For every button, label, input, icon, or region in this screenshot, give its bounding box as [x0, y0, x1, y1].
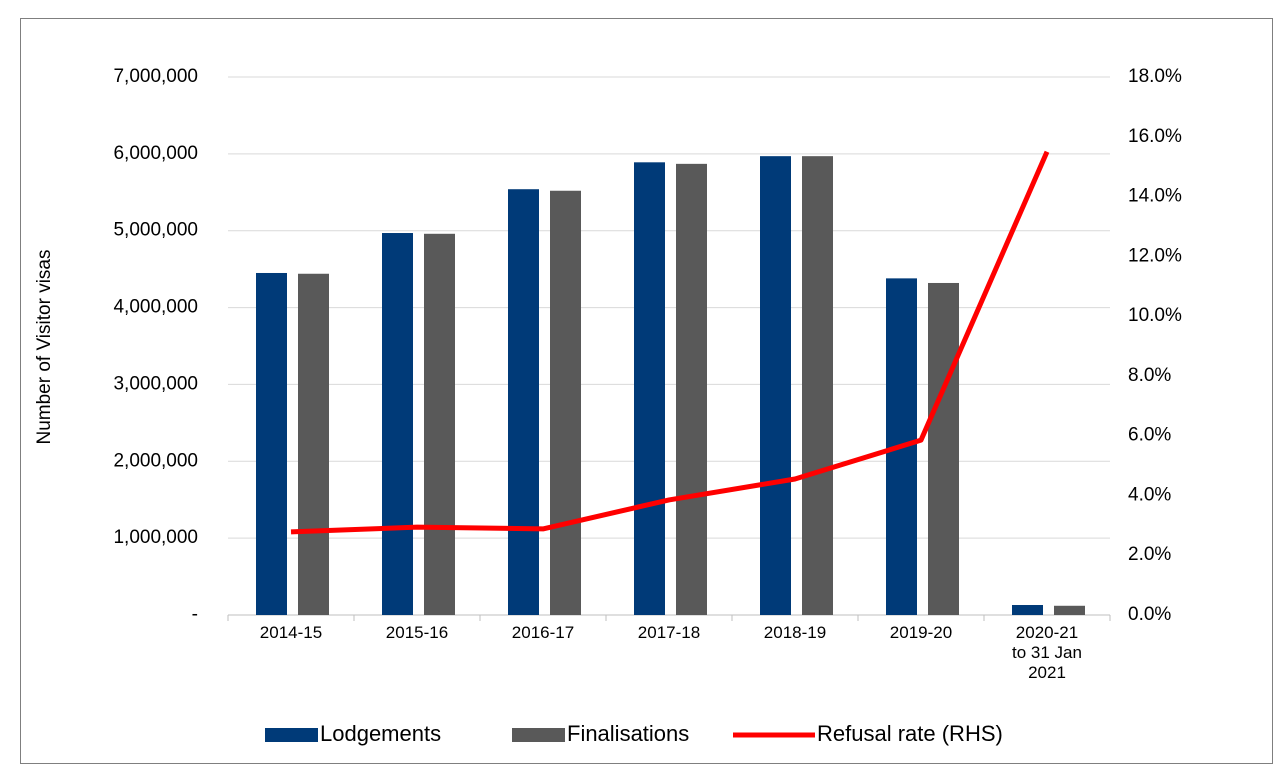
- bar: [634, 162, 665, 615]
- bar: [1054, 605, 1085, 615]
- x-tick-label: 2015-16: [385, 623, 449, 642]
- bar: [928, 282, 959, 615]
- y2-tick-label: 10.0%: [1128, 305, 1182, 326]
- legend-label: Refusal rate (RHS): [817, 721, 1003, 746]
- x-tick-label: 2020-21 to 31 Jan 2021: [1012, 623, 1082, 682]
- y-tick-label: 5,000,000: [113, 220, 198, 241]
- x-tick-label: 2017-18: [637, 623, 701, 642]
- y-tick-label: 2,000,000: [113, 450, 198, 471]
- legend-swatch: [265, 728, 318, 742]
- bar: [1012, 605, 1043, 615]
- x-tick-label: 2018-19: [763, 623, 827, 642]
- y2-tick-label: 14.0%: [1128, 186, 1182, 207]
- y-tick-label: 6,000,000: [113, 143, 198, 164]
- chart-border: [20, 18, 1273, 764]
- y2-tick-label: 0.0%: [1128, 604, 1171, 625]
- y2-tick-label: 16.0%: [1128, 126, 1182, 147]
- y-tick-label: 7,000,000: [113, 66, 198, 87]
- y2-tick-label: 8.0%: [1128, 365, 1171, 386]
- legend-label: Lodgements: [320, 721, 441, 746]
- bar: [298, 273, 329, 615]
- legend-swatch: [512, 728, 565, 742]
- y-tick-label: 1,000,000: [113, 527, 198, 548]
- y2-tick-label: 2.0%: [1128, 544, 1171, 565]
- y2-tick-label: 6.0%: [1128, 425, 1171, 446]
- bar: [550, 190, 581, 615]
- y2-tick-label: 18.0%: [1128, 66, 1182, 87]
- bar: [424, 233, 455, 615]
- y-tick-label: -: [192, 604, 198, 625]
- x-tick-label: 2014-15: [259, 623, 323, 642]
- bar: [802, 156, 833, 616]
- bar: [676, 163, 707, 615]
- x-tick-label: 2019-20: [889, 623, 953, 642]
- y-axis-title: Number of Visitor visas: [34, 250, 55, 445]
- bar: [256, 272, 287, 615]
- y2-tick-label: 12.0%: [1128, 245, 1182, 266]
- legend-label: Finalisations: [567, 721, 689, 746]
- bar: [760, 156, 791, 616]
- x-tick-label: 2016-17: [511, 623, 575, 642]
- bar: [382, 233, 413, 615]
- bar: [508, 189, 539, 615]
- line: [290, 150, 1050, 535]
- y2-tick-label: 4.0%: [1128, 484, 1171, 505]
- y-tick-label: 3,000,000: [113, 373, 198, 394]
- y-tick-label: 4,000,000: [113, 297, 198, 318]
